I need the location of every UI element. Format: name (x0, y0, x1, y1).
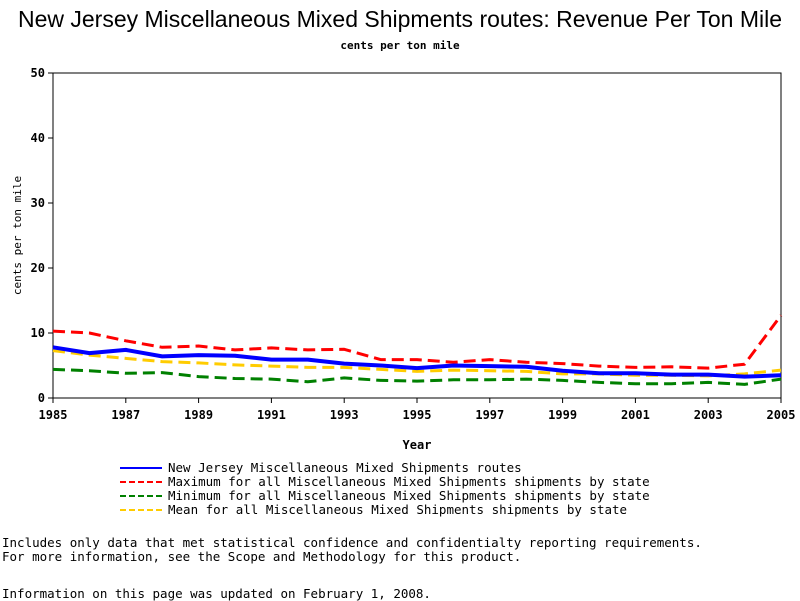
y-tick-label: 0 (38, 391, 45, 405)
plot-frame (52, 72, 782, 399)
x-tick-label: 1997 (475, 408, 504, 422)
x-tick-label: 1985 (39, 408, 68, 422)
y-axis-label: cents per ton mile (11, 176, 24, 295)
line-chart: 0 10 20 30 40 50 1985 1987 1989 1991 1993 1995 1997 1… (11, 66, 796, 452)
legend-label-minimum: Minimum for all Miscellaneous Mixed Ship… (168, 488, 650, 503)
legend-swatch-minimum (120, 495, 162, 497)
x-tick-label: 1989 (184, 408, 213, 422)
update-notice: Information on this page was updated on … (2, 586, 431, 601)
x-tick-label: 1987 (111, 408, 140, 422)
x-tick-label: 1991 (257, 408, 286, 422)
x-tick-label: 2003 (694, 408, 723, 422)
series-line-minimum (52, 367, 782, 386)
x-tick-label: 1993 (330, 408, 359, 422)
legend-label-mean: Mean for all Miscellaneous Mixed Shipmen… (168, 502, 628, 517)
y-tick-label: 20 (31, 261, 45, 275)
legend-swatch-mean (120, 509, 162, 511)
x-tick-label: 2005 (767, 408, 796, 422)
chart-subtitle: cents per ton mile (340, 39, 460, 52)
legend-label-nj-routes: New Jersey Miscellaneous Mixed Shipments… (168, 460, 522, 475)
series-line-maximum (52, 314, 783, 370)
y-tick-label: 30 (31, 196, 45, 210)
footnote-confidence: Includes only data that met statistical … (2, 535, 702, 550)
x-tick-label: 1995 (403, 408, 432, 422)
legend-swatch-nj-routes (120, 467, 162, 469)
series-line-mean (52, 349, 782, 378)
chart-title: New Jersey Miscellaneous Mixed Shipments… (17, 6, 783, 32)
y-tick-label: 40 (31, 131, 45, 145)
series-line-nj-routes (52, 345, 782, 379)
legend-label-maximum: Maximum for all Miscellaneous Mixed Ship… (168, 474, 650, 489)
footnote-methodology: For more information, see the Scope and … (2, 549, 522, 564)
x-axis-label: Year (403, 438, 432, 452)
y-tick-label: 50 (31, 66, 45, 80)
y-tick-label: 10 (31, 326, 45, 340)
x-tick-label: 2001 (621, 408, 650, 422)
legend-swatch-maximum (120, 481, 162, 483)
x-tick-label: 1999 (548, 408, 577, 422)
